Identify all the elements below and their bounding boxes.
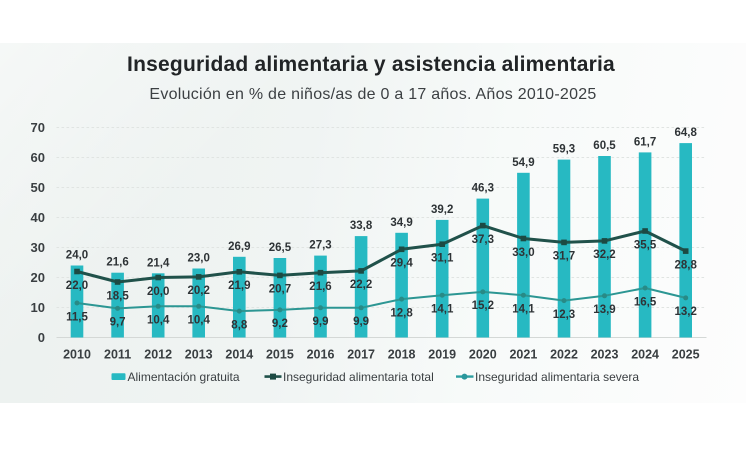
svg-text:13,9: 13,9 — [593, 304, 615, 316]
svg-text:12,3: 12,3 — [553, 309, 575, 321]
svg-text:31,7: 31,7 — [553, 251, 575, 263]
svg-text:27,3: 27,3 — [309, 240, 331, 252]
svg-text:16,5: 16,5 — [634, 296, 657, 308]
svg-text:2012: 2012 — [144, 348, 172, 362]
svg-text:8,8: 8,8 — [231, 319, 248, 331]
svg-text:Inseguridad alimentaria severa: Inseguridad alimentaria severa — [475, 370, 639, 384]
svg-text:10: 10 — [31, 300, 45, 315]
svg-text:59,3: 59,3 — [553, 144, 575, 156]
svg-text:31,1: 31,1 — [431, 253, 454, 265]
svg-text:14,1: 14,1 — [431, 304, 454, 316]
svg-text:2025: 2025 — [672, 348, 700, 362]
svg-text:28,8: 28,8 — [675, 259, 698, 271]
svg-text:21,4: 21,4 — [147, 257, 170, 269]
svg-text:0: 0 — [38, 330, 45, 345]
svg-text:2013: 2013 — [185, 348, 213, 362]
svg-text:22,0: 22,0 — [66, 280, 88, 292]
svg-text:2015: 2015 — [266, 348, 294, 362]
svg-text:33,8: 33,8 — [350, 220, 373, 232]
svg-text:22,2: 22,2 — [350, 279, 372, 291]
svg-text:29,4: 29,4 — [390, 258, 413, 270]
svg-text:35,5: 35,5 — [634, 239, 657, 251]
svg-text:20,0: 20,0 — [147, 286, 169, 298]
svg-text:14,1: 14,1 — [512, 304, 535, 316]
svg-text:2019: 2019 — [428, 348, 456, 362]
svg-text:2017: 2017 — [347, 348, 375, 362]
svg-text:2020: 2020 — [469, 348, 497, 362]
svg-text:60,5: 60,5 — [593, 140, 616, 152]
svg-text:60: 60 — [31, 150, 45, 165]
svg-text:2024: 2024 — [631, 348, 659, 362]
svg-text:32,2: 32,2 — [593, 249, 615, 261]
svg-text:20,2: 20,2 — [188, 285, 210, 297]
svg-text:9,2: 9,2 — [272, 318, 288, 330]
svg-text:20,7: 20,7 — [269, 284, 291, 296]
svg-text:12,8: 12,8 — [390, 307, 413, 319]
svg-text:54,9: 54,9 — [512, 157, 534, 169]
svg-text:9,9: 9,9 — [353, 316, 369, 328]
svg-text:26,9: 26,9 — [228, 241, 250, 253]
svg-text:24,0: 24,0 — [66, 250, 88, 262]
svg-text:10,4: 10,4 — [188, 315, 211, 327]
svg-text:2011: 2011 — [104, 348, 131, 362]
svg-text:50: 50 — [31, 180, 45, 195]
svg-text:2010: 2010 — [63, 348, 91, 362]
svg-text:39,2: 39,2 — [431, 204, 453, 216]
svg-text:10,4: 10,4 — [147, 315, 170, 327]
svg-text:37,3: 37,3 — [472, 234, 494, 246]
svg-text:2014: 2014 — [225, 348, 253, 362]
svg-text:64,8: 64,8 — [675, 127, 698, 139]
svg-text:21,6: 21,6 — [106, 257, 128, 269]
svg-text:40: 40 — [31, 210, 45, 225]
svg-text:2022: 2022 — [550, 348, 578, 362]
svg-text:2016: 2016 — [307, 348, 335, 362]
svg-text:11,5: 11,5 — [66, 311, 88, 323]
svg-text:23,0: 23,0 — [188, 253, 210, 265]
svg-text:9,9: 9,9 — [313, 316, 329, 328]
svg-text:15,2: 15,2 — [472, 300, 494, 312]
svg-text:70: 70 — [31, 120, 45, 135]
svg-text:61,7: 61,7 — [634, 136, 656, 148]
svg-text:2023: 2023 — [591, 348, 619, 362]
svg-text:9,7: 9,7 — [110, 317, 126, 329]
svg-text:2021: 2021 — [509, 348, 537, 362]
svg-text:21,9: 21,9 — [228, 280, 250, 292]
svg-text:26,5: 26,5 — [269, 242, 292, 254]
svg-text:20: 20 — [31, 270, 45, 285]
svg-text:33,0: 33,0 — [512, 247, 534, 259]
svg-text:Alimentación gratuita: Alimentación gratuita — [128, 370, 240, 384]
svg-text:18,5: 18,5 — [106, 290, 129, 302]
svg-text:30: 30 — [31, 240, 45, 255]
svg-text:46,3: 46,3 — [472, 183, 494, 195]
svg-text:13,2: 13,2 — [675, 306, 697, 318]
svg-text:Inseguridad alimentaria total: Inseguridad alimentaria total — [283, 370, 434, 384]
svg-text:34,9: 34,9 — [390, 217, 412, 229]
svg-text:2018: 2018 — [388, 348, 416, 362]
svg-text:21,6: 21,6 — [309, 281, 331, 293]
